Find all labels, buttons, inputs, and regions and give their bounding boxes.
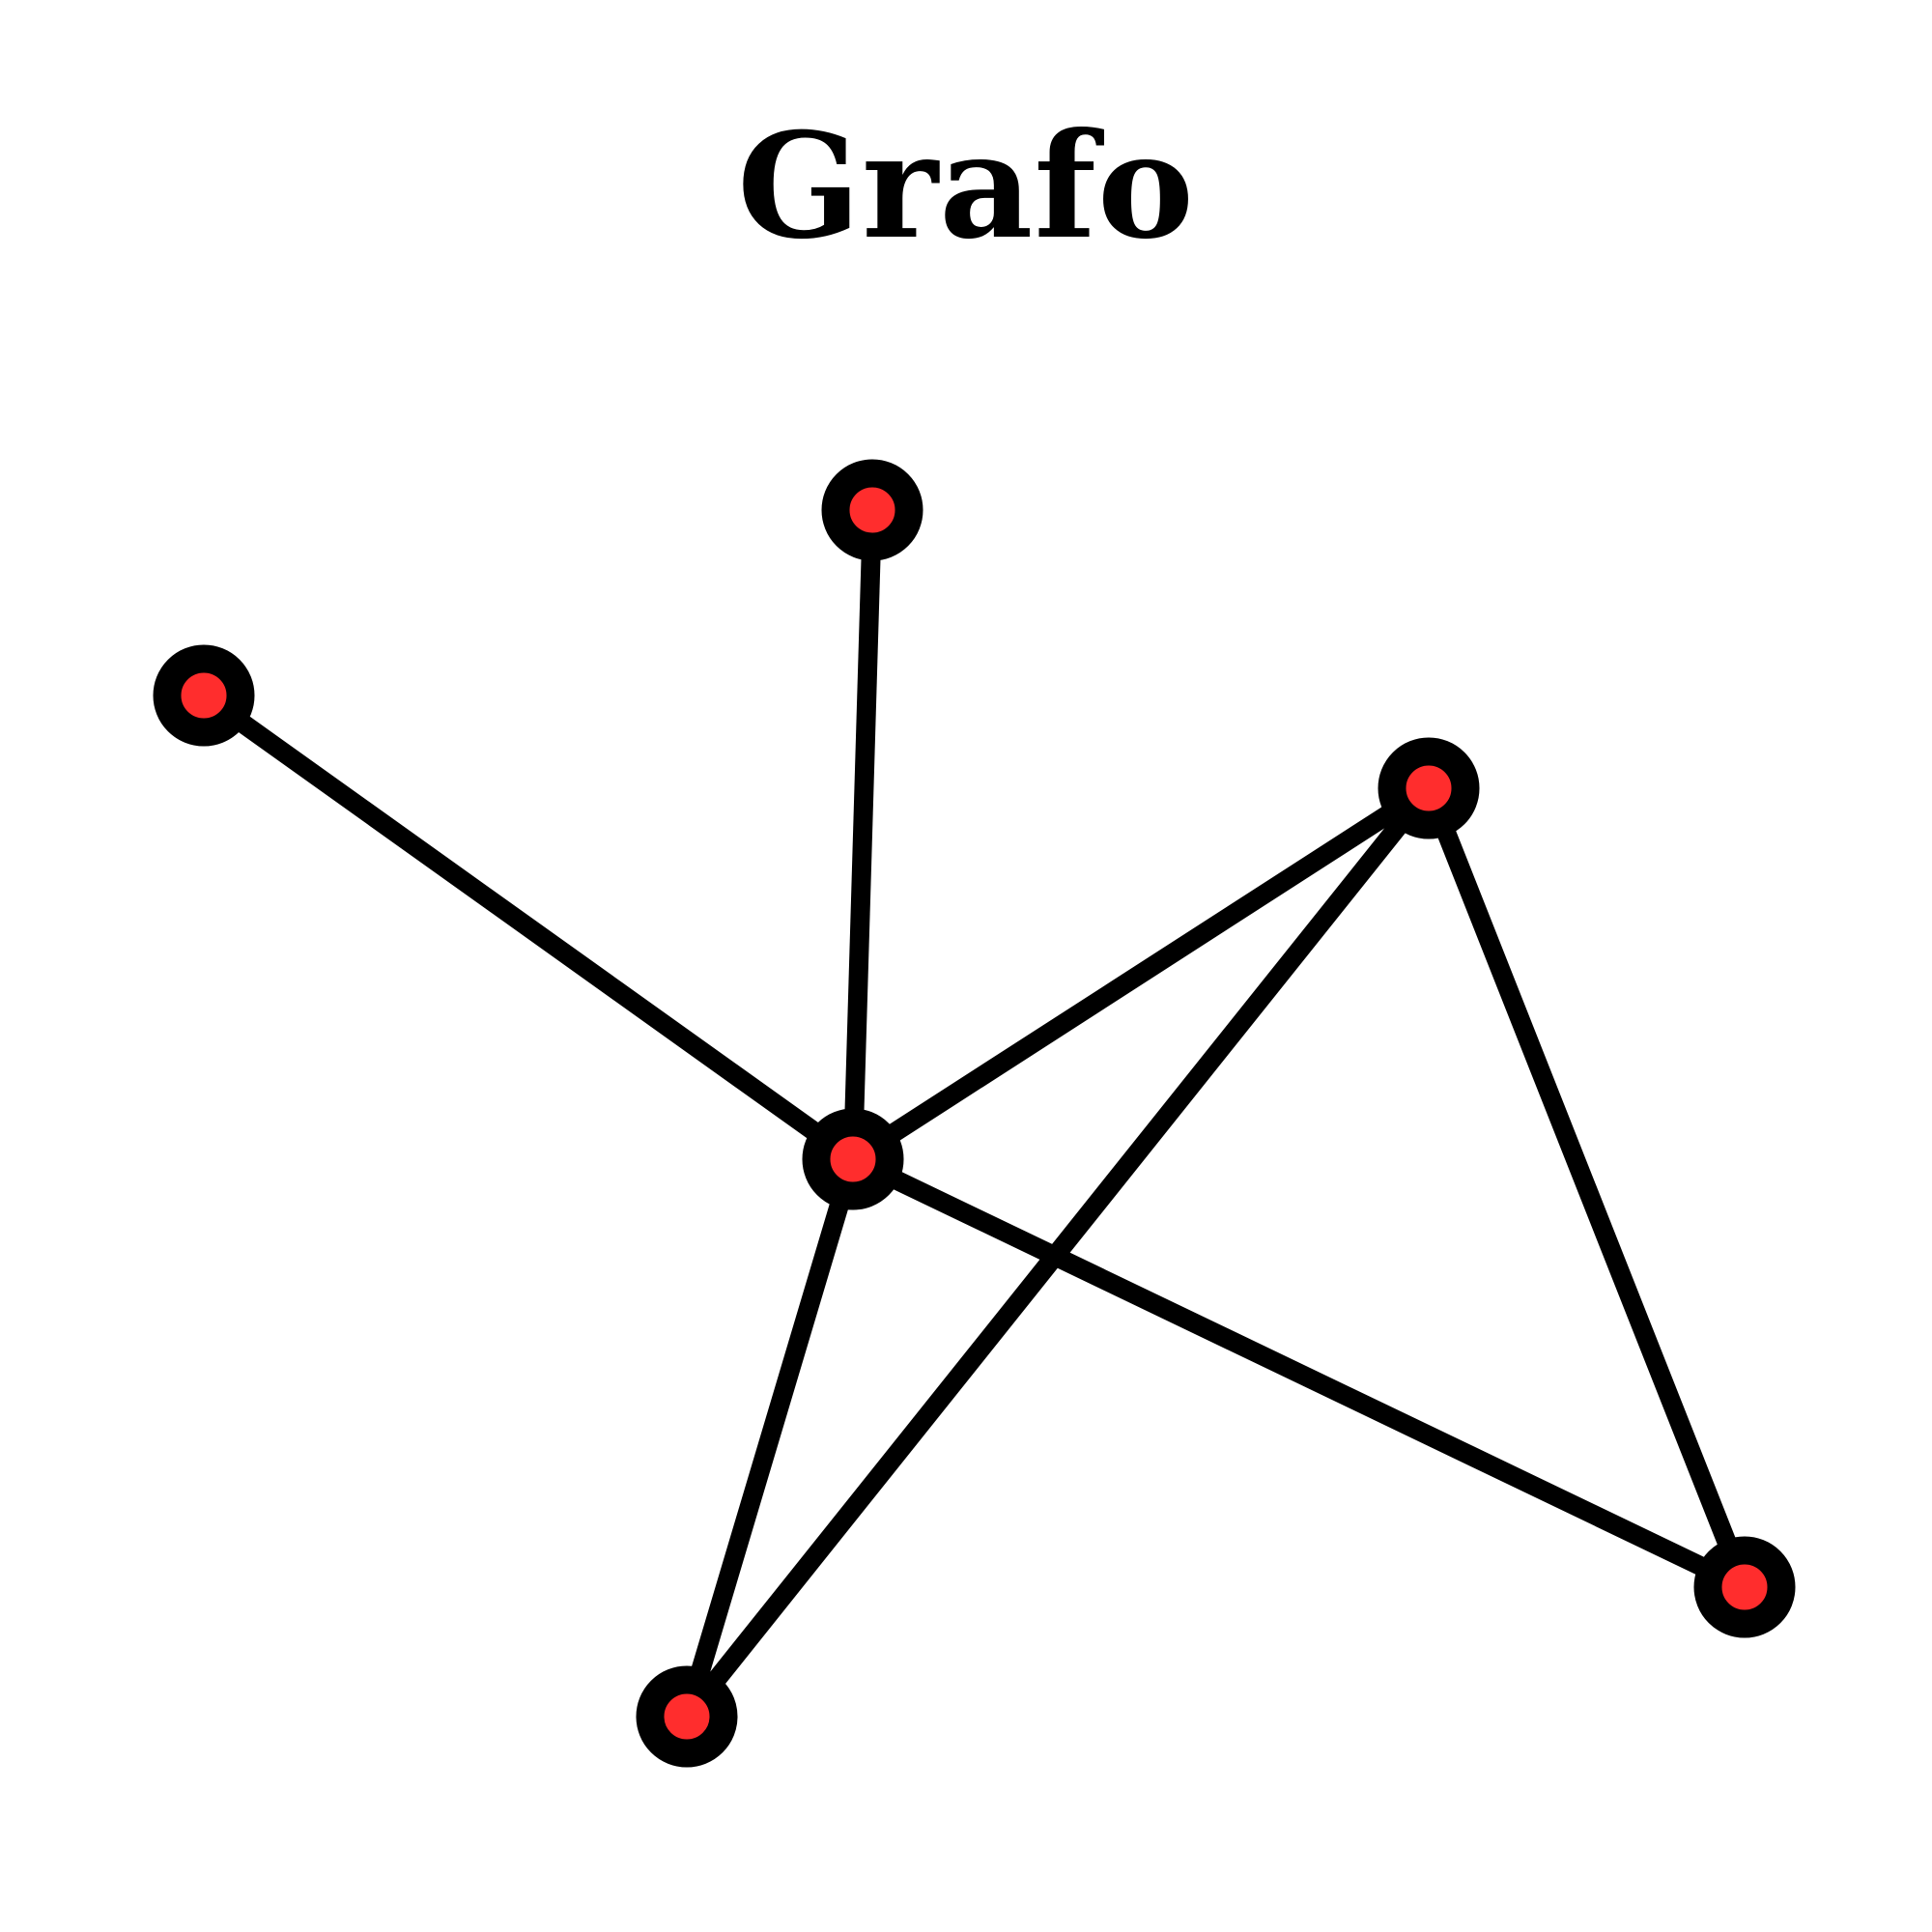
node-center	[802, 1108, 904, 1210]
node-top	[821, 459, 923, 561]
edge-n-top-n-center	[843, 509, 882, 1160]
edges	[198, 509, 1754, 1723]
edge-n-center-n-bottom	[677, 1156, 863, 1719]
node-upper-right	[1378, 737, 1480, 839]
node-left	[153, 644, 255, 747]
edge-n-center-n-lower-right	[848, 1150, 1749, 1597]
edge-n-upper-right-n-bottom	[679, 781, 1436, 1723]
diagram-title: Grafo	[737, 101, 1195, 271]
node-bottom	[636, 1665, 738, 1768]
node-lower-right	[1693, 1536, 1796, 1638]
edge-n-center-n-upper-right	[847, 780, 1435, 1168]
edge-n-left-n-center	[198, 687, 859, 1168]
edge-n-upper-right-n-lower-right	[1419, 784, 1754, 1591]
nodes	[153, 459, 1796, 1768]
